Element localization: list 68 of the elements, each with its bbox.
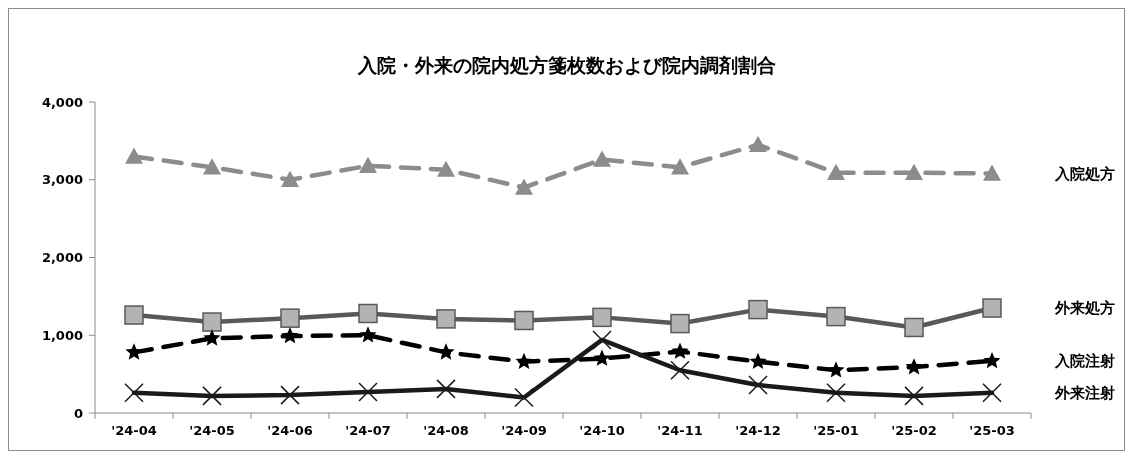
point [124,383,144,403]
point [748,375,768,395]
x-tick-label: '25-03 [969,423,1015,438]
point [592,330,612,350]
point [280,308,300,328]
point [826,383,846,403]
x-tick-label: '24-05 [189,423,235,438]
point [749,135,767,152]
y-tick-label: 0 [73,405,83,421]
x-tick-label: '24-07 [345,423,391,438]
y-tick-label: 4,000 [41,94,83,110]
point [359,156,377,173]
point [280,385,300,405]
point [202,312,222,332]
chart-title: 入院・外来の院内処方箋枚数および院内調剤割合 [356,54,776,76]
point [749,352,767,369]
y-tick-label: 1,000 [41,327,83,343]
point [826,306,846,327]
point [670,360,690,380]
point [436,379,456,399]
text: 入院処方 [1054,164,1115,183]
point [359,326,377,343]
point [593,349,611,366]
point [202,386,222,406]
point [827,163,845,180]
x-tick-label: '24-04 [111,423,157,438]
point [905,163,923,180]
point [358,382,378,402]
point [125,147,143,164]
point [983,351,1001,369]
x-tick-label: '24-09 [501,423,547,438]
y-tick-label: 2,000 [41,250,83,266]
x-tick-label: '25-01 [813,423,859,438]
point [593,150,611,167]
point [904,317,924,338]
point [904,386,924,406]
point [670,313,690,334]
point [827,361,845,378]
point [203,329,221,346]
point [281,170,299,187]
x-tick-label: '24-12 [735,423,781,438]
point [982,298,1002,318]
x-tick-label: '24-08 [423,423,469,438]
point [437,160,455,177]
point [358,303,378,324]
text: 外来処方 [1054,299,1115,318]
point [124,305,144,325]
x-tick-label: '24-06 [267,423,313,438]
x-tick-label: '24-10 [579,423,625,438]
point [671,158,689,175]
point [515,178,533,195]
point [514,387,534,408]
x-tick-label: '24-11 [657,423,703,438]
point [203,158,221,175]
point [514,310,534,331]
x-tick-label: '25-02 [891,423,937,438]
point [515,352,533,369]
y-tick-label: 3,000 [41,172,83,188]
point [281,327,299,344]
point [592,307,612,328]
point [982,383,1002,403]
point [983,164,1001,181]
point [748,299,768,320]
point [671,342,689,359]
text: 入院注射 [1054,352,1115,371]
point [436,309,456,329]
text: 外来注射 [1054,384,1115,403]
point [905,358,923,375]
